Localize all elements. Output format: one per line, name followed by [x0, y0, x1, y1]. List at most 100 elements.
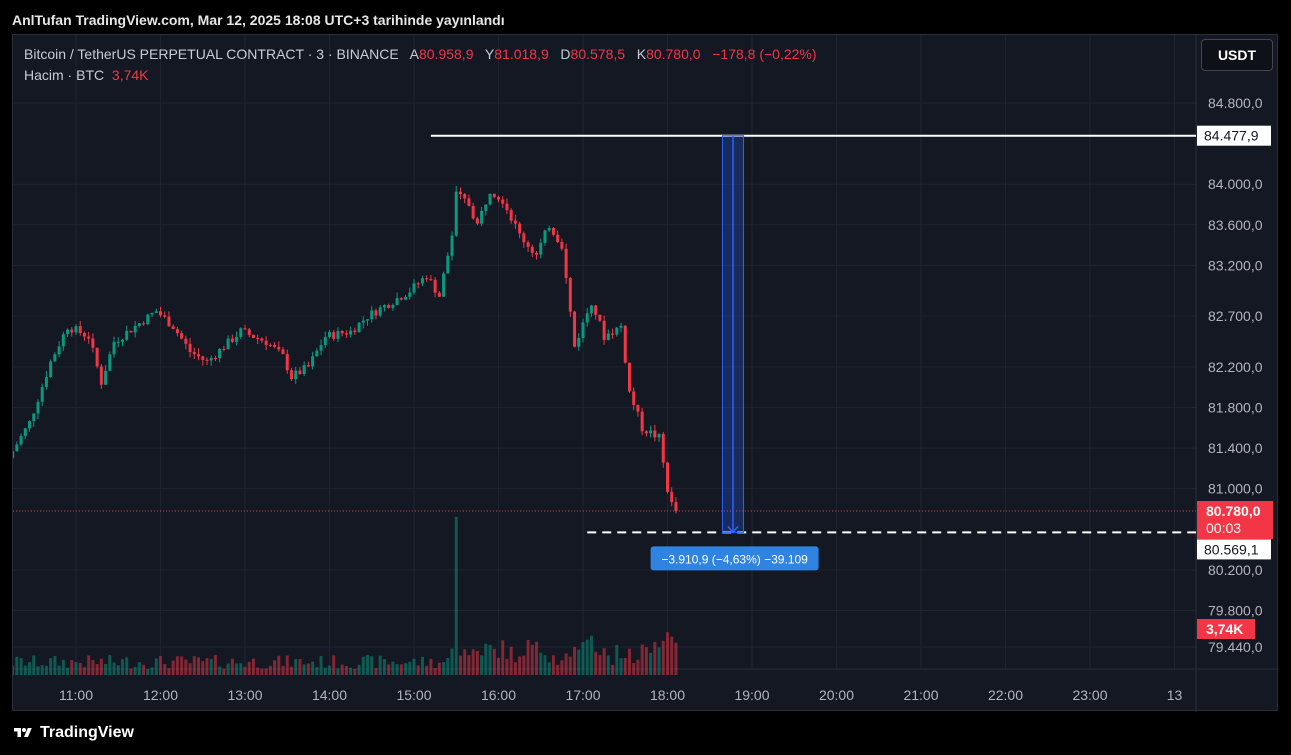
- candle-body: [150, 312, 154, 315]
- volume-bar: [328, 665, 331, 675]
- candle-body: [501, 199, 505, 204]
- candle-body: [209, 357, 213, 361]
- volume-bar: [463, 649, 467, 675]
- candle-body: [218, 348, 222, 359]
- volume-bar: [53, 656, 57, 675]
- candle-body: [361, 320, 365, 323]
- footer-brand[interactable]: TradingView: [12, 724, 134, 742]
- volume-bar: [340, 664, 344, 675]
- candle-body: [437, 292, 441, 297]
- volume-bar: [471, 649, 475, 675]
- current-price-label: 80.780,0: [1206, 503, 1261, 519]
- candle-body: [429, 279, 433, 281]
- candle-body: [657, 434, 661, 438]
- candle-body: [40, 386, 44, 402]
- volume-bar: [522, 655, 526, 675]
- volume-bar: [344, 665, 348, 675]
- price-tick-label: 83.200,0: [1208, 257, 1263, 273]
- volume-bar: [218, 666, 222, 675]
- candle-body: [653, 430, 657, 438]
- candle-body: [171, 326, 175, 330]
- candle-body: [349, 330, 353, 335]
- volume-bar: [137, 662, 141, 675]
- candle-body: [454, 191, 458, 236]
- candle-body: [311, 356, 315, 367]
- target-price-badge: [1197, 539, 1271, 560]
- volume-bar: [213, 655, 217, 675]
- volume-bar: [547, 662, 551, 675]
- time-tick-label: 14:00: [312, 687, 347, 703]
- volume-bar: [120, 659, 124, 675]
- currency-button[interactable]: USDT: [1201, 39, 1273, 71]
- price-axis-labels: 84.800,0 84.000,0 83.600,0 83.200,0 82.700,0…: [1208, 95, 1263, 655]
- volume-bar: [649, 652, 653, 675]
- chart-panel[interactable]: 84.800,0 84.000,0 83.600,0 83.200,0 82.700,0…: [12, 34, 1279, 712]
- volume-bar: [366, 655, 370, 675]
- candle-body: [95, 347, 99, 367]
- candle-body: [201, 356, 205, 360]
- time-tick-label: 23:00: [1072, 687, 1107, 703]
- volume-bar: [104, 663, 108, 675]
- candle-body: [513, 220, 517, 224]
- candle-body: [568, 277, 572, 312]
- volume-bar: [99, 658, 103, 675]
- volume-bar: [336, 668, 340, 675]
- volume-bar: [108, 655, 112, 675]
- volume-bar: [319, 656, 323, 675]
- candle-body: [129, 330, 133, 333]
- time-axis-labels: 11:00 12:00 13:00 14:00 15:00 16:00 17:00 18:00…: [59, 687, 1182, 703]
- price-tick-label: 84.800,0: [1208, 95, 1263, 111]
- volume-bar: [277, 655, 281, 675]
- volume-bar: [632, 663, 636, 675]
- low-value: 80.578,5: [570, 46, 626, 62]
- candle-body: [277, 346, 281, 350]
- volume-bar: [239, 663, 243, 675]
- price-tick-label: 81.400,0: [1208, 440, 1263, 456]
- candle-body: [213, 357, 217, 359]
- volume-bar: [404, 663, 408, 675]
- high-value: 81.018,9: [494, 46, 549, 62]
- volume-bar: [349, 667, 353, 675]
- volume-bar: [497, 657, 500, 675]
- volume-bar: [285, 655, 289, 675]
- volume-bar: [492, 648, 496, 675]
- time-tick-label: 15:00: [396, 687, 431, 703]
- candle-body: [442, 273, 446, 297]
- volume-bar: [513, 662, 517, 675]
- candle-body: [661, 434, 665, 463]
- candle-body: [247, 329, 251, 335]
- change-value: −178,8 (−0,22%): [712, 46, 817, 62]
- volume-bar: [420, 656, 424, 675]
- price-tick-label: 83.600,0: [1208, 217, 1263, 233]
- volume-bar: [180, 656, 184, 675]
- candle-body: [159, 311, 162, 316]
- volume-bar: [530, 644, 534, 675]
- volume-bar: [201, 661, 205, 675]
- volume-bar: [91, 660, 95, 675]
- volume-bar: [433, 668, 437, 675]
- low-label: D: [560, 46, 571, 62]
- candle-body: [370, 310, 374, 320]
- price-tick-label: 81.000,0: [1208, 481, 1263, 497]
- candle-body: [577, 337, 581, 347]
- volume-bar: [627, 648, 631, 675]
- volume-bar: [374, 668, 378, 675]
- volume-bar: [167, 668, 171, 675]
- candle-body: [399, 298, 403, 300]
- volume-bar: [184, 659, 188, 675]
- candle-body: [256, 337, 260, 339]
- volume-bar: [289, 666, 293, 675]
- volume-bar: [666, 632, 669, 675]
- price-chart[interactable]: 84.800,0 84.000,0 83.600,0 83.200,0 82.700,0…: [13, 35, 1279, 712]
- volume-bar: [260, 668, 264, 675]
- candle-body: [251, 334, 255, 338]
- candle-body: [116, 341, 120, 343]
- candle-body: [623, 325, 627, 363]
- candle-body: [518, 223, 522, 234]
- volume-bar: [391, 661, 395, 675]
- candle-body: [175, 329, 179, 334]
- volume-bar: [95, 663, 99, 675]
- candle-body: [471, 205, 475, 219]
- price-tick-label: 81.800,0: [1208, 399, 1263, 415]
- volume-bar: [370, 656, 374, 675]
